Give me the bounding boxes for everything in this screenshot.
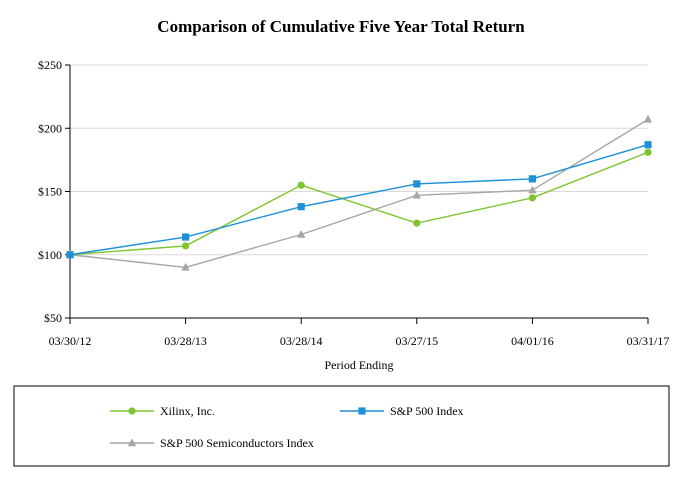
legend-swatch-marker bbox=[128, 407, 136, 415]
x-tick-label: 03/28/13 bbox=[164, 334, 207, 348]
legend-label: Xilinx, Inc. bbox=[160, 404, 215, 418]
data-point bbox=[297, 181, 305, 189]
y-tick-label: $200 bbox=[38, 121, 62, 135]
data-point bbox=[528, 175, 536, 183]
legend-item: S&P 500 Index bbox=[340, 404, 464, 418]
y-tick-label: $100 bbox=[38, 248, 62, 262]
series-line bbox=[69, 151, 649, 256]
data-point bbox=[413, 180, 421, 188]
legend-item: S&P 500 Semiconductors Index bbox=[110, 436, 314, 450]
series-group bbox=[65, 114, 653, 271]
x-axis-ticks: 03/30/12 03/28/13 03/28/14 03/27/15 04/01/16… bbox=[49, 318, 670, 348]
series-1 bbox=[66, 141, 652, 259]
data-point bbox=[413, 219, 421, 227]
legend-swatch-marker bbox=[127, 438, 137, 447]
series-2 bbox=[65, 114, 653, 271]
y-tick-label: $150 bbox=[38, 185, 62, 199]
y-axis-ticks: $50 $100 $150 $200 $250 bbox=[38, 58, 70, 325]
x-tick-label: 04/01/16 bbox=[511, 334, 554, 348]
y-tick-label: $250 bbox=[38, 58, 62, 72]
data-point bbox=[182, 233, 190, 241]
x-tick-label: 03/27/15 bbox=[395, 334, 438, 348]
data-point bbox=[182, 242, 190, 250]
data-point bbox=[528, 194, 537, 202]
legend: Xilinx, Inc. S&P 500 Index S&P 500 Semicon… bbox=[110, 404, 464, 450]
data-point bbox=[297, 203, 305, 211]
x-tick-label: 03/31/17 bbox=[627, 334, 670, 348]
legend-label: S&P 500 Semiconductors Index bbox=[160, 436, 314, 450]
series-line bbox=[69, 118, 649, 269]
x-axis-label: Period Ending bbox=[325, 358, 394, 372]
legend-box bbox=[13, 385, 670, 467]
data-point bbox=[644, 141, 652, 149]
data-point bbox=[412, 190, 421, 199]
legend-swatch-marker bbox=[358, 407, 366, 415]
data-point bbox=[181, 262, 190, 271]
gridlines bbox=[70, 64, 648, 256]
x-tick-label: 03/30/12 bbox=[49, 334, 92, 348]
series-line bbox=[69, 144, 649, 256]
x-tick-label: 03/28/14 bbox=[280, 334, 323, 348]
data-point bbox=[644, 148, 652, 156]
data-point bbox=[297, 230, 306, 238]
y-tick-label: $50 bbox=[44, 311, 62, 325]
chart-title: Comparison of Cumulative Five Year Total… bbox=[157, 17, 525, 36]
data-point bbox=[66, 251, 74, 259]
legend-label: S&P 500 Index bbox=[390, 404, 464, 418]
legend-item: Xilinx, Inc. bbox=[110, 404, 215, 418]
data-point bbox=[643, 114, 653, 123]
data-point bbox=[528, 185, 537, 194]
